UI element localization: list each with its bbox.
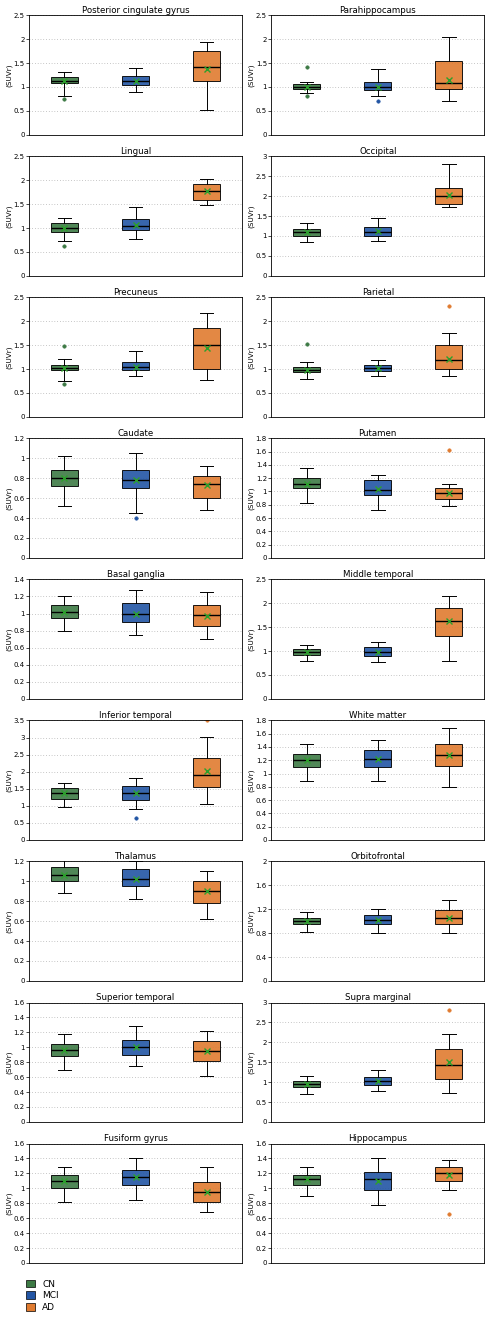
PathPatch shape <box>293 478 320 488</box>
Title: Middle temporal: Middle temporal <box>343 570 413 579</box>
PathPatch shape <box>364 916 392 924</box>
PathPatch shape <box>193 1182 220 1202</box>
PathPatch shape <box>122 1170 149 1185</box>
Title: White matter: White matter <box>349 710 406 719</box>
Title: Inferior temporal: Inferior temporal <box>99 710 172 719</box>
Y-axis label: (SUVr): (SUVr) <box>6 64 12 87</box>
PathPatch shape <box>122 786 149 799</box>
Y-axis label: (SUVr): (SUVr) <box>5 1191 12 1215</box>
PathPatch shape <box>51 788 78 799</box>
Y-axis label: (SUVr): (SUVr) <box>6 768 12 792</box>
PathPatch shape <box>436 1049 463 1079</box>
PathPatch shape <box>122 1040 149 1055</box>
PathPatch shape <box>293 1081 320 1086</box>
Title: Basal ganglia: Basal ganglia <box>107 570 165 579</box>
PathPatch shape <box>364 1077 392 1085</box>
Title: Hippocampus: Hippocampus <box>348 1134 407 1142</box>
PathPatch shape <box>193 184 220 200</box>
PathPatch shape <box>364 1171 392 1190</box>
Y-axis label: (SUVr): (SUVr) <box>248 768 254 792</box>
Title: Caudate: Caudate <box>118 428 154 437</box>
PathPatch shape <box>193 52 220 81</box>
PathPatch shape <box>193 758 220 787</box>
Y-axis label: (SUVr): (SUVr) <box>5 628 12 651</box>
PathPatch shape <box>193 606 220 627</box>
PathPatch shape <box>193 1041 220 1061</box>
PathPatch shape <box>293 83 320 89</box>
PathPatch shape <box>51 1175 78 1189</box>
PathPatch shape <box>436 608 463 636</box>
Y-axis label: (SUVr): (SUVr) <box>5 486 12 510</box>
Y-axis label: (SUVr): (SUVr) <box>248 486 254 510</box>
Title: Superior temporal: Superior temporal <box>97 992 174 1002</box>
PathPatch shape <box>51 223 78 232</box>
PathPatch shape <box>51 606 78 617</box>
Title: Thalamus: Thalamus <box>115 852 156 861</box>
PathPatch shape <box>51 366 78 370</box>
Title: Precuneus: Precuneus <box>113 288 158 297</box>
Y-axis label: (SUVr): (SUVr) <box>248 1191 254 1215</box>
PathPatch shape <box>122 603 149 621</box>
PathPatch shape <box>436 743 463 766</box>
PathPatch shape <box>122 869 149 886</box>
PathPatch shape <box>51 868 78 881</box>
PathPatch shape <box>364 480 392 494</box>
Title: Parahippocampus: Parahippocampus <box>340 5 416 15</box>
Y-axis label: (SUVr): (SUVr) <box>248 1051 254 1075</box>
Title: Putamen: Putamen <box>359 428 397 437</box>
Title: Fusiform gyrus: Fusiform gyrus <box>103 1134 168 1142</box>
Y-axis label: (SUVr): (SUVr) <box>5 1051 12 1075</box>
Title: Occipital: Occipital <box>359 147 396 155</box>
PathPatch shape <box>293 367 320 372</box>
PathPatch shape <box>436 910 463 924</box>
PathPatch shape <box>364 227 392 236</box>
Y-axis label: (SUVr): (SUVr) <box>248 909 254 933</box>
PathPatch shape <box>436 488 463 500</box>
Y-axis label: (SUVr): (SUVr) <box>248 346 254 368</box>
PathPatch shape <box>51 77 78 83</box>
PathPatch shape <box>293 649 320 655</box>
Y-axis label: (SUVr): (SUVr) <box>248 204 254 228</box>
PathPatch shape <box>436 1167 463 1181</box>
Y-axis label: (SUVr): (SUVr) <box>6 204 12 228</box>
Y-axis label: (SUVr): (SUVr) <box>6 346 12 368</box>
Title: Orbitofrontal: Orbitofrontal <box>350 852 405 861</box>
PathPatch shape <box>364 750 392 767</box>
PathPatch shape <box>193 881 220 904</box>
PathPatch shape <box>364 366 392 371</box>
PathPatch shape <box>51 1044 78 1056</box>
Y-axis label: (SUVr): (SUVr) <box>248 64 254 87</box>
PathPatch shape <box>122 470 149 488</box>
PathPatch shape <box>293 754 320 767</box>
PathPatch shape <box>293 1175 320 1185</box>
Y-axis label: (SUVr): (SUVr) <box>248 628 254 651</box>
PathPatch shape <box>193 329 220 370</box>
Title: Lingual: Lingual <box>120 147 151 155</box>
PathPatch shape <box>193 476 220 498</box>
Legend: CN, MCI, AD: CN, MCI, AD <box>24 1277 61 1314</box>
PathPatch shape <box>364 647 392 656</box>
Title: Parietal: Parietal <box>362 288 394 297</box>
PathPatch shape <box>122 220 149 231</box>
PathPatch shape <box>293 229 320 236</box>
Title: Supra marginal: Supra marginal <box>345 992 411 1002</box>
PathPatch shape <box>364 82 392 90</box>
PathPatch shape <box>51 470 78 486</box>
PathPatch shape <box>293 918 320 924</box>
PathPatch shape <box>122 362 149 370</box>
PathPatch shape <box>436 61 463 89</box>
PathPatch shape <box>436 344 463 370</box>
Y-axis label: (SUVr): (SUVr) <box>5 909 12 933</box>
PathPatch shape <box>436 188 463 204</box>
PathPatch shape <box>122 77 149 85</box>
Title: Posterior cingulate gyrus: Posterior cingulate gyrus <box>82 5 189 15</box>
